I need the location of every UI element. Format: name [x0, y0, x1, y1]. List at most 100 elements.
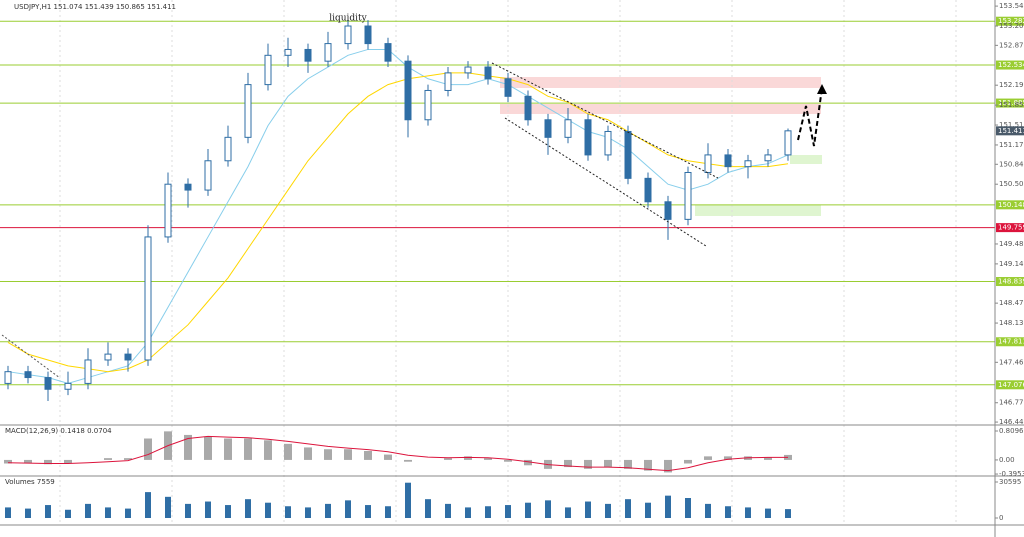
marks: [4, 20, 792, 518]
volume-bar: [665, 495, 671, 518]
candle-body: [364, 25, 372, 45]
volume-bar: [725, 506, 731, 518]
level-label: 148.839: [998, 278, 1024, 286]
y-tick-label: 151.170: [999, 141, 1024, 149]
volume-bar: [5, 507, 11, 518]
macd-bar: [124, 458, 132, 460]
y-tick-label: 0.00: [999, 456, 1015, 464]
drawings: [1, 62, 827, 379]
macd-bar: [144, 438, 152, 460]
forecast-arrow: [797, 87, 823, 147]
macd-bar: [104, 458, 112, 460]
volume-bar: [425, 499, 431, 518]
macd-bar: [324, 449, 332, 460]
volume-bar: [525, 502, 531, 518]
macd-bar: [724, 456, 732, 460]
level-label-box: [996, 380, 1024, 390]
panel-title: MACD(12,26,9) 0.1418 0.0704: [5, 427, 112, 435]
y-tick-label: 0: [999, 514, 1003, 522]
moving-average: [7, 72, 789, 373]
y-tick-label: 153.200: [999, 22, 1024, 30]
volume-bar: [25, 508, 31, 518]
macd-bar: [504, 459, 512, 462]
volume-bar: [745, 507, 751, 518]
y-tick-label: 152.190: [999, 81, 1024, 89]
y-tick-label: 151.850: [999, 101, 1024, 109]
candle-body: [44, 377, 52, 390]
volume-bar: [225, 505, 231, 518]
volume-bar: [265, 502, 271, 518]
y-tick-label: 149.140: [999, 260, 1024, 268]
macd-bar: [304, 447, 312, 460]
macd-bar: [384, 454, 392, 460]
volume-bar: [585, 501, 591, 518]
macd-bar: [524, 459, 532, 466]
macd-bar: [244, 438, 252, 460]
macd-bar: [64, 459, 72, 464]
volume-bar: [705, 503, 711, 518]
candle-body: [544, 119, 552, 138]
chart-title: USDJPY,H1 151.074 151.439 150.865 151.41…: [14, 3, 176, 11]
y-tick-label: 152.870: [999, 41, 1024, 49]
candle-body: [384, 43, 392, 62]
signal-line: [7, 435, 788, 472]
level-label: 152.534: [998, 61, 1024, 69]
y-tick-label: 150.500: [999, 180, 1024, 188]
candle-body: [444, 72, 452, 91]
volume-bar: [405, 482, 411, 518]
volume-bar: [465, 507, 471, 518]
zones: [500, 77, 822, 216]
level-label: 147.811: [998, 338, 1024, 346]
candle-body: [164, 183, 172, 238]
y-tick-label: -0.3953: [999, 470, 1024, 478]
macd-bar: [184, 434, 192, 460]
macd-bar: [264, 440, 272, 460]
volume-bar: [765, 508, 771, 518]
macd-bar: [624, 459, 632, 469]
volume-bar: [325, 503, 331, 518]
demand-zone: [790, 155, 822, 164]
candle-body: [64, 382, 72, 390]
volume-bar: [85, 503, 91, 518]
macd-bar: [564, 459, 572, 468]
macd-bar: [584, 459, 592, 469]
level-label-box: [996, 16, 1024, 26]
volume-bar: [285, 506, 291, 518]
level-label-box: [996, 223, 1024, 233]
arrow-head: [817, 84, 827, 94]
y-tick-label: 150.840: [999, 160, 1024, 168]
candle-body: [564, 119, 572, 138]
macd-bar: [764, 457, 772, 460]
macd-bar: [704, 456, 712, 460]
y-tick-label: 151.510: [999, 121, 1024, 129]
candle-body: [324, 43, 332, 62]
candle-body: [644, 177, 652, 203]
candle-body: [424, 89, 432, 121]
volume-bar: [245, 499, 251, 518]
last-price-box: [996, 126, 1024, 136]
macd-bar: [444, 458, 452, 460]
macd-bar: [404, 459, 412, 462]
macd-bar: [684, 459, 692, 464]
candle-body: [764, 154, 772, 162]
demand-zone: [695, 205, 821, 216]
macd-bar: [4, 459, 12, 464]
candle-body: [784, 130, 792, 156]
level-label-box: [996, 200, 1024, 210]
last-price-label: 151.411: [998, 127, 1024, 135]
candle-body: [624, 130, 632, 179]
candle-body: [684, 171, 692, 220]
y-tick-label: 149.480: [999, 240, 1024, 248]
y-tick-label: 148.130: [999, 319, 1024, 327]
level-label: 150.148: [998, 201, 1024, 209]
candle-body: [704, 154, 712, 173]
volume-bar: [485, 506, 491, 518]
candle-body: [404, 60, 412, 121]
candle-body: [304, 48, 312, 62]
y-tick-label: 148.470: [999, 299, 1024, 307]
volume-bar: [445, 503, 451, 518]
trend-line: [1, 334, 61, 379]
candle-body: [744, 160, 752, 168]
candle-body: [264, 54, 272, 86]
macd-bar: [284, 443, 292, 460]
